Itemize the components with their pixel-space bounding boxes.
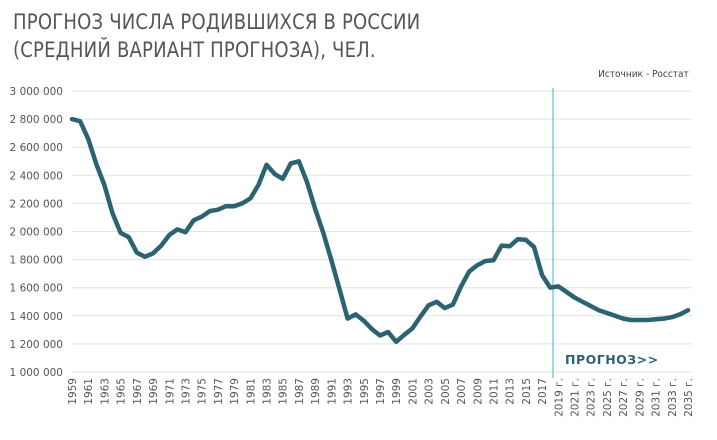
chart-title-line-2: (СРЕДНИЙ ВАРИАНТ ПРОГНОЗА), ЧЕЛ. — [13, 38, 376, 62]
x-tick-label: 1979 — [229, 378, 241, 405]
x-tick-label: 2017 — [537, 378, 549, 405]
x-tick-label: 1969 — [148, 378, 160, 405]
x-tick-label: 2005 — [440, 378, 452, 405]
x-tick-label: 1959 — [67, 378, 79, 405]
x-tick-label: 1961 — [83, 378, 95, 405]
y-tick-label: 2 000 000 — [10, 227, 63, 239]
x-tick-label: 2029 г. — [634, 378, 646, 417]
chart-title-line-1: ПРОГНОЗ ЧИСЛА РОДИВШИХСЯ В РОССИИ — [13, 10, 421, 34]
x-tick-label: 1963 — [99, 378, 111, 405]
y-tick-label: 1 000 000 — [10, 367, 63, 379]
y-tick-label: 1 200 000 — [10, 339, 63, 351]
x-axis: 1959 1961 1963 1965 1967 1969 1971 1973 1975 1977… — [67, 378, 695, 417]
x-tick-label: 2007 — [456, 378, 468, 405]
x-tick-label: 1989 — [310, 378, 322, 405]
x-tick-label: 1987 — [294, 378, 306, 405]
x-tick-label: 2023 г. — [586, 378, 598, 417]
x-tick-label: 1985 — [278, 378, 290, 405]
chart-title: ПРОГНОЗ ЧИСЛА РОДИВШИХСЯ В РОССИИ (СРЕДН… — [13, 8, 420, 64]
x-tick-label: 2013 — [505, 378, 517, 405]
x-tick-label: 2001 — [407, 378, 419, 405]
y-tick-label: 2 600 000 — [10, 142, 63, 154]
x-tick-label: 1993 — [343, 378, 355, 405]
y-tick-label: 2 400 000 — [10, 170, 63, 182]
x-tick-label: 1995 — [359, 378, 371, 405]
y-tick-label: 2 800 000 — [10, 114, 63, 126]
x-tick-label: 1977 — [213, 378, 225, 405]
gridlines — [72, 90, 692, 373]
x-tick-label: 1997 — [375, 378, 387, 405]
x-tick-label: 2009 — [472, 378, 484, 405]
x-tick-label: 1971 — [164, 378, 176, 405]
births-series-line — [69, 116, 691, 345]
x-tick-label: 1967 — [132, 378, 144, 405]
x-tick-label: 2003 — [424, 378, 436, 405]
x-tick-label: 2033 г. — [667, 378, 679, 417]
x-tick-label: 2021 г. — [570, 378, 582, 417]
x-tick-label: 1991 — [326, 378, 338, 405]
x-tick-label: 1975 — [197, 378, 209, 405]
y-tick-label: 1 600 000 — [10, 283, 63, 295]
x-tick-label: 2015 — [521, 378, 533, 405]
x-tick-label: 2025 г. — [602, 378, 614, 417]
x-tick-label: 2019 г. — [553, 378, 565, 417]
y-tick-label: 1 800 000 — [10, 255, 63, 267]
x-tick-label: 1999 — [391, 378, 403, 405]
y-tick-label: 2 200 000 — [10, 198, 63, 210]
y-axis: 1 000 000 1 200 000 1 400 000 1 600 000 1 80… — [10, 86, 63, 379]
x-tick-label: 1983 — [262, 378, 274, 405]
y-tick-label: 1 400 000 — [10, 311, 63, 323]
x-tick-label: 1973 — [180, 378, 192, 405]
x-tick-label: 2011 — [488, 378, 500, 405]
forecast-label: ПРОГНОЗ>> — [565, 352, 659, 367]
x-tick-label: 2031 г. — [651, 378, 663, 417]
y-tick-label: 3 000 000 — [10, 86, 63, 98]
x-tick-label: 1965 — [116, 378, 128, 405]
source-label: Источник - Росстат — [598, 69, 689, 80]
x-tick-label: 1981 — [245, 378, 257, 405]
x-tick-label: 2035 г. — [683, 378, 695, 417]
x-tick-label: 2027 г. — [618, 378, 630, 417]
